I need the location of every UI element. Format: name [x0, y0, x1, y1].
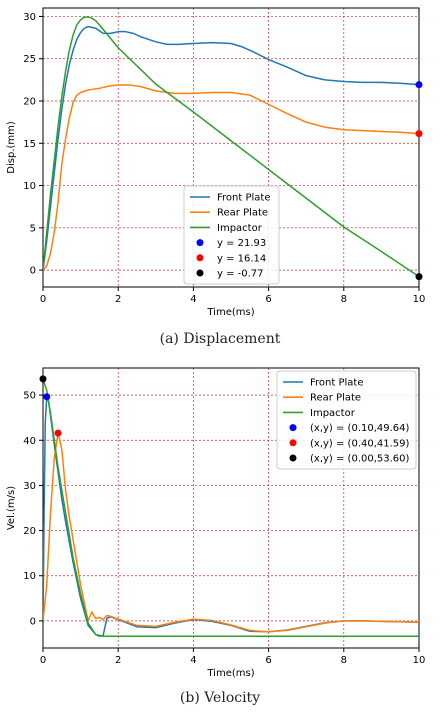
- x-axis-label: Time(ms): [206, 668, 254, 679]
- x-tick-label: 10: [413, 655, 426, 666]
- legend-entry-label: Impactor: [217, 223, 263, 234]
- legend-marker-swatch: [196, 254, 204, 262]
- y-tick-label: 10: [23, 181, 36, 192]
- y-axis-label: Disp.(mm): [6, 121, 17, 174]
- legend-entry-label: Front Plate: [217, 193, 270, 204]
- x-tick-label: 0: [40, 655, 46, 666]
- x-tick-label: 8: [341, 294, 347, 305]
- data-point-marker-2: [415, 130, 423, 138]
- legend-box: [183, 185, 280, 285]
- series-line-rear-plate: [43, 432, 419, 633]
- legend-marker-swatch: [196, 269, 204, 277]
- series-line-impactor: [43, 378, 419, 638]
- x-tick-label: 2: [115, 655, 121, 666]
- legend-entry-label: y = -0.77: [217, 269, 264, 280]
- y-axis-label: Vel.(m/s): [6, 486, 17, 530]
- legend-marker-swatch: [289, 454, 297, 462]
- legend-entry-label: (x,y) = (0.00,53.60): [310, 454, 410, 465]
- data-point-marker-3: [415, 273, 423, 281]
- chart-velocity: 0 2 4 6 8 10 0 10 20 30 40 50 Time(ms) Vel.(m/s) Front…: [6, 367, 426, 679]
- x-tick-label: 2: [115, 294, 121, 305]
- data-point-marker-3: [39, 375, 47, 383]
- legend-entry-label: Impactor: [310, 408, 356, 419]
- data-point-marker-1: [43, 393, 51, 401]
- legend-marker-swatch: [196, 239, 204, 247]
- y-tick-label: 15: [23, 139, 36, 150]
- y-tick-label: 30: [23, 12, 36, 23]
- x-tick-label: 6: [265, 655, 271, 666]
- x-tick-label: 8: [341, 655, 347, 666]
- legend-entry-label: Rear Plate: [310, 393, 361, 404]
- x-tick-label: 4: [190, 294, 196, 305]
- series-line-front-plate: [43, 25, 419, 271]
- legend-entry-label: Rear Plate: [217, 208, 268, 219]
- y-tick-label: 10: [23, 571, 36, 582]
- y-tick-label: 40: [23, 436, 36, 447]
- caption-velocity: (b) Velocity: [179, 690, 261, 706]
- legend-marker-swatch: [289, 424, 297, 432]
- x-tick-label: 0: [40, 294, 46, 305]
- legend-entry-label: (x,y) = (0.40,41.59): [310, 438, 410, 449]
- y-tick-label: 30: [23, 481, 36, 492]
- y-tick-label: 0: [30, 616, 36, 627]
- data-point-marker-1: [415, 81, 423, 89]
- plot-frame: [42, 7, 420, 288]
- legend-box: [276, 370, 417, 470]
- series-line-rear-plate: [43, 84, 419, 271]
- y-tick-label: 20: [23, 97, 36, 108]
- x-tick-label: 10: [413, 294, 426, 305]
- y-tick-label: 5: [30, 223, 36, 234]
- y-tick-label: 25: [23, 54, 36, 65]
- caption-displacement: (a) Displacement: [159, 331, 281, 347]
- legend-marker-swatch: [289, 439, 297, 447]
- legend-entry-label: y = 16.14: [217, 253, 266, 264]
- legend-entry-label: (x,y) = (0.10,49.64): [310, 423, 410, 434]
- plot-frame: [42, 367, 420, 649]
- chart-displacement: 0 2 4 6 8 10 0 5 10 15 20 25 30 Time(ms) Disp.(mm) Fron…: [6, 7, 426, 318]
- series-line-impactor: [43, 16, 419, 278]
- y-tick-label: 50: [23, 391, 36, 402]
- x-axis-label: Time(ms): [206, 307, 254, 318]
- y-tick-label: 20: [23, 526, 36, 537]
- legend-entry-label: y = 21.93: [217, 238, 266, 249]
- x-tick-label: 4: [190, 655, 196, 666]
- legend-entry-label: Front Plate: [310, 378, 363, 389]
- data-point-marker-2: [54, 429, 62, 437]
- x-tick-label: 6: [265, 294, 271, 305]
- y-tick-label: 0: [30, 266, 36, 277]
